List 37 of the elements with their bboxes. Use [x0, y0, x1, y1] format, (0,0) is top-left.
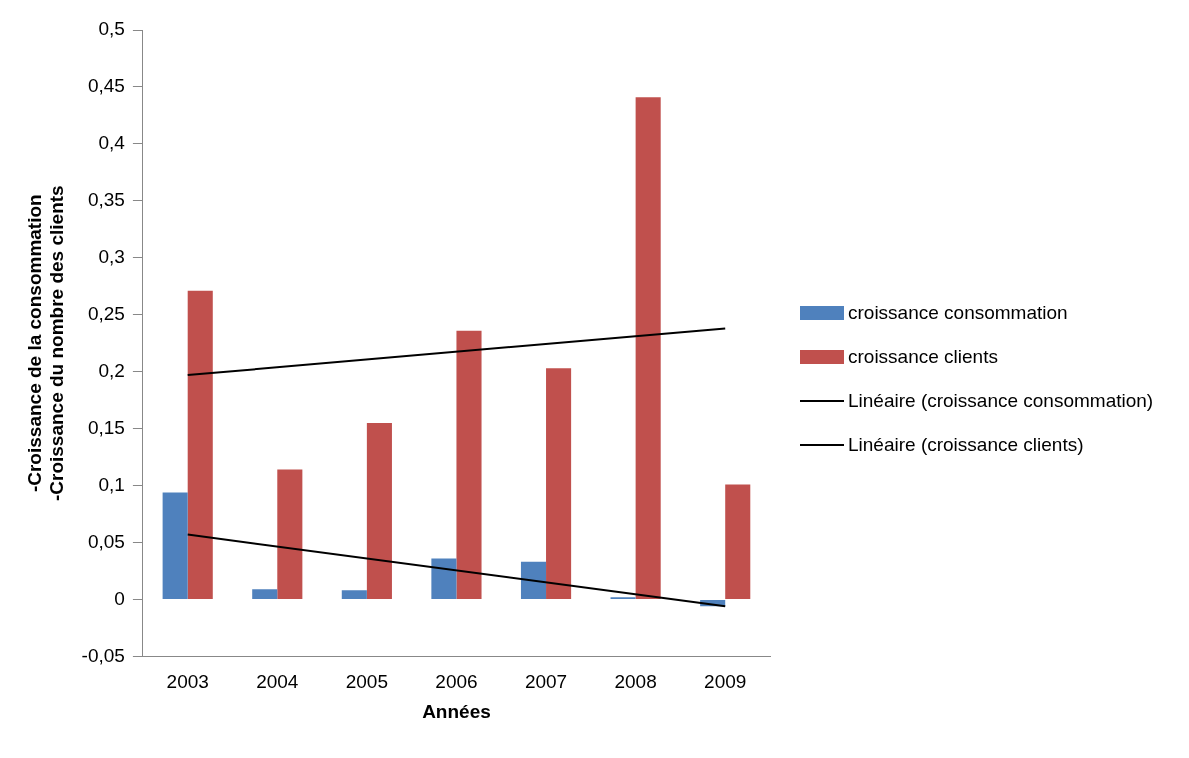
legend-label: croissance clients: [848, 346, 998, 368]
bar: [546, 368, 572, 599]
y-tick-label: 0,2: [98, 359, 125, 381]
y-tick-label: 0,1: [98, 473, 125, 495]
x-tick-label: 2007: [524, 671, 568, 693]
legend-label: Linéaire (croissance consommation): [848, 390, 1154, 412]
y-tick-label: 0,15: [87, 416, 125, 438]
bar: [252, 589, 278, 599]
bar: [431, 558, 457, 599]
y-axis-title: -Croissance de la consommation -Croissance du nombre des clients: [23, 185, 68, 502]
x-tick-label: 2003: [166, 671, 209, 693]
x-tick-label: 2004: [256, 671, 299, 693]
bar: [520, 561, 547, 599]
bar: [456, 330, 482, 599]
bar: [162, 492, 188, 599]
y-tick-label: 0,25: [87, 302, 125, 324]
y-tick-label: 0,4: [98, 132, 126, 154]
y-tick-label: 0,45: [87, 75, 125, 97]
x-tick-label: 2008: [614, 671, 657, 693]
y-tick-label: 0,35: [87, 189, 125, 211]
y-tick-label: 0,05: [87, 530, 125, 552]
y-tick-label: 0: [114, 587, 125, 609]
legend-label: croissance consommation: [848, 302, 1068, 324]
bar: [725, 484, 751, 599]
legend-label: Linéaire (croissance clients): [848, 434, 1084, 456]
x-axis-title: Années: [422, 700, 491, 722]
bar: [277, 469, 303, 599]
bar: [366, 422, 392, 599]
x-tick-label: 2006: [435, 671, 478, 693]
bar: [187, 290, 213, 599]
y-tick-label: -0,05: [81, 644, 125, 666]
bar: [635, 97, 661, 599]
x-tick-label: 2009: [704, 671, 747, 693]
bar: [341, 590, 367, 599]
y-tick-label: 0,5: [98, 18, 125, 40]
y-tick-label: 0,3: [98, 246, 125, 268]
x-tick-label: 2005: [345, 671, 389, 693]
